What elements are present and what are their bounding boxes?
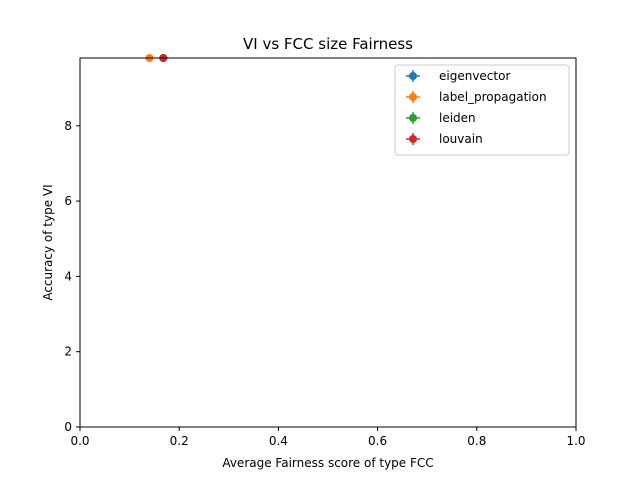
x-tick-label: 1.0 — [566, 434, 585, 448]
x-axis: 0.0 0.2 0.4 0.6 0.8 1.0 — [70, 427, 586, 448]
x-tick-label: 0.0 — [70, 434, 89, 448]
x-tick-label: 0.4 — [269, 434, 288, 448]
legend-marker-eigenvector — [409, 72, 417, 80]
legend-marker-label_propagation — [409, 93, 417, 101]
legend-box — [394, 64, 570, 156]
legend-label-louvain: louvain — [439, 132, 483, 146]
y-tick-label: 6 — [64, 194, 72, 208]
legend-marker-leiden — [409, 114, 417, 122]
legend-marker-louvain — [409, 135, 417, 143]
y-axis-label: Accuracy of type VI — [41, 184, 55, 300]
y-tick-label: 0 — [64, 420, 72, 434]
x-axis-label: Average Fairness score of type FCC — [222, 456, 433, 470]
plot-frame — [79, 57, 577, 428]
legend-label-eigenvector: eigenvector — [439, 69, 510, 83]
x-tick-label: 0.6 — [368, 434, 387, 448]
x-tick-label: 0.2 — [170, 434, 189, 448]
chart-title: VI vs FCC size Fairness — [243, 35, 413, 53]
legend-label-leiden: leiden — [439, 111, 476, 125]
y-axis: 0 2 4 6 8 — [64, 119, 80, 434]
y-tick-label: 2 — [64, 345, 72, 359]
legend-label-label_propagation: label_propagation — [439, 90, 547, 104]
y-tick-label: 4 — [64, 269, 72, 283]
y-tick-label: 8 — [64, 119, 72, 133]
x-tick-label: 0.8 — [467, 434, 486, 448]
